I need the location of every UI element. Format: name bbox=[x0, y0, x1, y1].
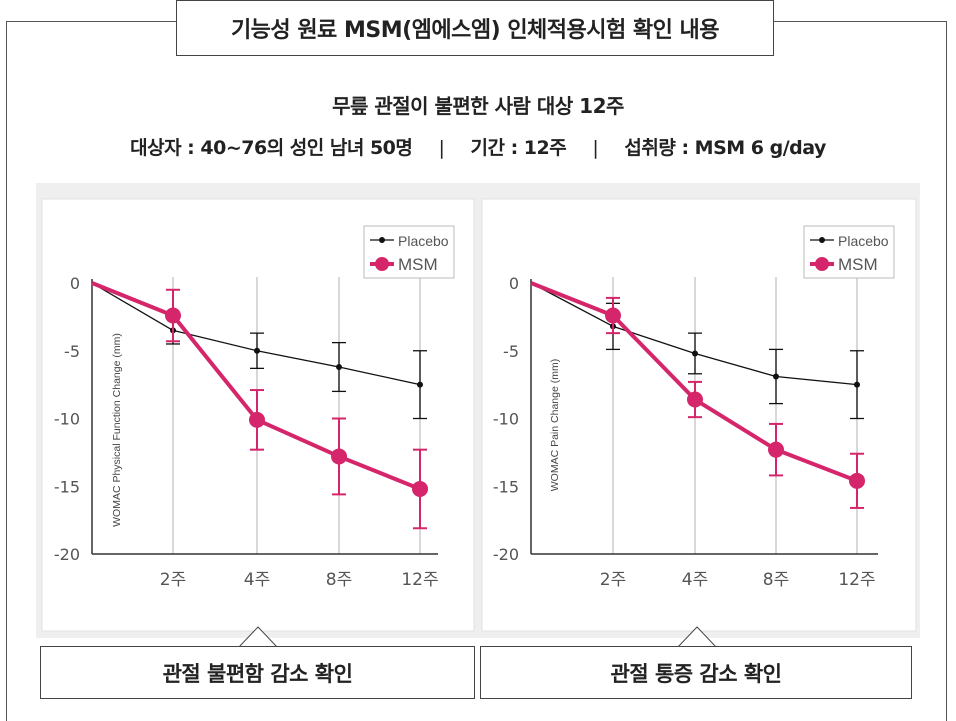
y-axis-label: WOMAC Pain Change (mm) bbox=[549, 359, 561, 491]
study-description-text: 무릎 관절이 불편한 사람 대상 12주 bbox=[332, 94, 624, 118]
data-point-msm bbox=[331, 448, 347, 465]
data-point-msm bbox=[768, 441, 784, 458]
chart-pain: 0 -5 -10 -15 -20 2주 4주 8주 12주 WOMAC Pain Change (… bbox=[493, 225, 895, 590]
caption-function-text: 관절 불편함 감소 확인 bbox=[162, 661, 353, 686]
legend: Placebo MSM bbox=[803, 225, 895, 279]
y-tick-label: -15 bbox=[54, 477, 80, 496]
x-tick-label: 4주 bbox=[682, 570, 708, 590]
y-axis-label: WOMAC Physical Function Change (mm) bbox=[111, 333, 123, 527]
chart-physical-function: 0 -5 -10 -15 -20 2주 4주 8주 12주 WOMAC Physical Func… bbox=[54, 225, 455, 590]
data-point-msm bbox=[249, 411, 265, 428]
data-point-placebo bbox=[254, 347, 260, 354]
legend-label: Placebo bbox=[398, 233, 449, 249]
x-tick-label: 4주 bbox=[244, 570, 270, 590]
data-point-placebo bbox=[692, 350, 698, 357]
legend-marker bbox=[819, 237, 825, 243]
legend-label: MSM bbox=[838, 255, 878, 274]
y-tick-label: -15 bbox=[493, 477, 519, 496]
x-tick-label: 12주 bbox=[401, 570, 438, 590]
legend-label: Placebo bbox=[838, 233, 889, 249]
caption-pain-text: 관절 통증 감소 확인 bbox=[610, 661, 783, 686]
caption-function: 관절 불편함 감소 확인 bbox=[40, 646, 475, 699]
y-tick-label: 0 bbox=[509, 274, 519, 293]
page-title: 기능성 원료 MSM(엠에스엠) 인체적용시험 확인 내용 bbox=[176, 0, 774, 56]
data-point-msm bbox=[165, 307, 181, 324]
caption-pain: 관절 통증 감소 확인 bbox=[480, 646, 912, 699]
y-tick-label: 0 bbox=[70, 274, 80, 293]
legend: Placebo MSM bbox=[363, 225, 455, 279]
study-period: 기간 : 12주 bbox=[470, 137, 567, 159]
y-tick-label: -10 bbox=[54, 410, 80, 429]
data-point-msm bbox=[849, 472, 865, 489]
separator-2: | bbox=[592, 137, 599, 159]
separator-1: | bbox=[438, 137, 445, 159]
study-details: 대상자 : 40~76의 성인 남녀 50명 | 기간 : 12주 | 섭취량 … bbox=[0, 133, 956, 160]
y-tick-label: -5 bbox=[503, 342, 519, 361]
legend-marker bbox=[379, 237, 385, 243]
study-subjects: 대상자 : 40~76의 성인 남녀 50명 bbox=[130, 137, 413, 159]
page-title-text: 기능성 원료 MSM(엠에스엠) 인체적용시험 확인 내용 bbox=[230, 18, 720, 43]
y-tick-label: -20 bbox=[493, 545, 519, 564]
y-tick-label: -5 bbox=[64, 342, 80, 361]
x-tick-label: 2주 bbox=[160, 570, 186, 590]
data-point-msm bbox=[605, 307, 621, 324]
legend-marker bbox=[815, 257, 829, 271]
y-tick-label: -10 bbox=[493, 410, 519, 429]
study-dose: 섭취량 : MSM 6 g/day bbox=[624, 137, 826, 159]
y-tick-label: -20 bbox=[54, 545, 80, 564]
study-description: 무릎 관절이 불편한 사람 대상 12주 bbox=[0, 90, 956, 119]
legend-label: MSM bbox=[398, 255, 438, 274]
data-point-msm bbox=[412, 480, 428, 497]
x-tick-label: 8주 bbox=[326, 570, 352, 590]
data-point-msm bbox=[687, 391, 703, 408]
data-point-placebo bbox=[417, 381, 423, 388]
legend-marker bbox=[375, 257, 389, 271]
data-point-placebo bbox=[854, 381, 860, 388]
x-tick-label: 8주 bbox=[763, 570, 789, 590]
data-point-placebo bbox=[336, 364, 342, 371]
data-point-placebo bbox=[773, 373, 779, 380]
x-tick-label: 2주 bbox=[600, 570, 626, 590]
x-tick-label: 12주 bbox=[838, 570, 875, 590]
